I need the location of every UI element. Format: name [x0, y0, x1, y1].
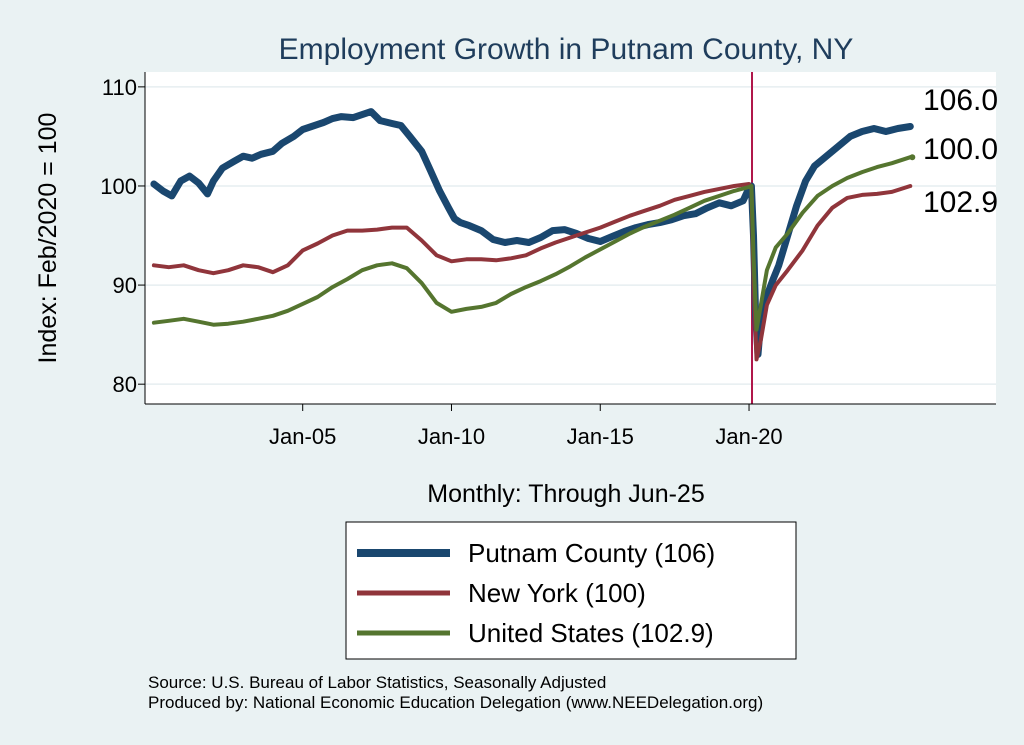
end-labels: 106.0 100.0 102.9 — [909, 84, 998, 219]
legend-items: Putnam County (106) New York (100) United … — [357, 538, 715, 648]
chart-title: Employment Growth in Putnam County, NY — [279, 33, 854, 66]
united-states-line — [151, 155, 913, 332]
end-label: 106.0 — [923, 84, 998, 117]
series-lines — [150, 108, 914, 362]
us-end-marker — [909, 154, 916, 161]
x-axis-ticks: Jan-05 Jan-10 Jan-15 Jan-20 — [269, 404, 783, 449]
gridlines — [145, 86, 996, 385]
y-axis-title: Index: Feb/2020 = 100 — [34, 113, 62, 364]
y-tick-label: 100 — [100, 174, 137, 199]
y-tick-label: 80 — [113, 372, 137, 397]
legend-item-us: United States (102.9) — [357, 618, 714, 648]
source-text: Source: U.S. Bureau of Labor Statistics,… — [148, 673, 606, 692]
legend-label: New York (100) — [468, 578, 646, 608]
legend-label: United States (102.9) — [468, 618, 714, 648]
y-tick-label: 110 — [102, 75, 137, 100]
y-axis-ticks: 80 90 100 110 — [100, 75, 145, 397]
putnam-county-line — [150, 108, 914, 358]
legend-label: Putnam County (106) — [468, 538, 715, 568]
end-label: 100.0 — [923, 133, 998, 166]
legend-item-putnam: Putnam County (106) — [357, 538, 715, 568]
end-label: 102.9 — [923, 186, 998, 219]
produced-by-text: Produced by: National Economic Education… — [148, 693, 763, 712]
y-tick-label: 90 — [113, 273, 137, 298]
x-axis-title: Monthly: Through Jun-25 — [427, 480, 704, 508]
x-tick-label: Jan-05 — [269, 424, 336, 449]
x-tick-label: Jan-20 — [715, 424, 782, 449]
x-tick-label: Jan-15 — [567, 424, 634, 449]
legend: Putnam County (106) New York (100) United … — [345, 521, 797, 660]
legend-item-new-york: New York (100) — [357, 578, 646, 608]
x-tick-label: Jan-10 — [418, 424, 485, 449]
new-york-line — [151, 182, 913, 362]
